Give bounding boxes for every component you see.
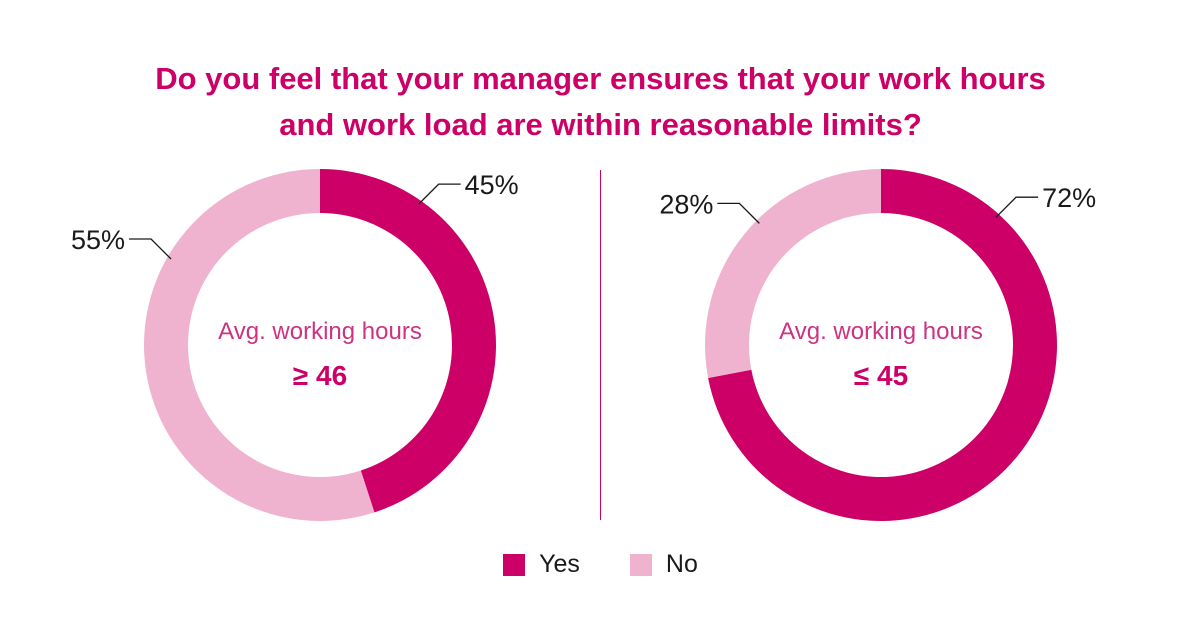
donut-1-leader-yes xyxy=(418,183,461,205)
donut-1-data-label-yes: 45% xyxy=(465,170,519,200)
donut-1-data-label-no: 55% xyxy=(71,225,125,255)
legend-item-no: No xyxy=(629,550,698,579)
chart-title-line-1: Do you feel that your manager ensures th… xyxy=(155,61,1046,96)
donut-1-center-value: ≥ 46 xyxy=(293,360,347,391)
legend-label-yes: Yes xyxy=(539,550,580,578)
donut-2-data-label-yes: 72% xyxy=(1042,183,1096,213)
legend-swatch-no xyxy=(629,553,652,576)
donut-2-data-label-no: 28% xyxy=(659,189,713,219)
donut-2-slice-no xyxy=(705,169,881,378)
donut-1-center-label: Avg. working hours xyxy=(218,318,422,345)
donut-2-center-value: ≤ 45 xyxy=(854,360,908,391)
legend-swatch-yes xyxy=(503,553,526,576)
donut-2-center-label: Avg. working hours xyxy=(779,318,983,345)
chart-title: Do you feel that your manager ensures th… xyxy=(0,56,1201,148)
donut-1-slice-no xyxy=(143,169,375,522)
chart-title-line-2: and work load are within reasonable limi… xyxy=(279,107,922,142)
legend-label-no: No xyxy=(665,550,698,578)
legend: Yes No xyxy=(0,550,1201,579)
donut-2-leader-no xyxy=(717,202,760,224)
donut-1-leader-no xyxy=(129,238,172,260)
donut-2-leader-yes xyxy=(995,196,1039,218)
legend-item-yes: Yes xyxy=(503,550,580,579)
donut-1-slice-yes xyxy=(320,169,496,513)
